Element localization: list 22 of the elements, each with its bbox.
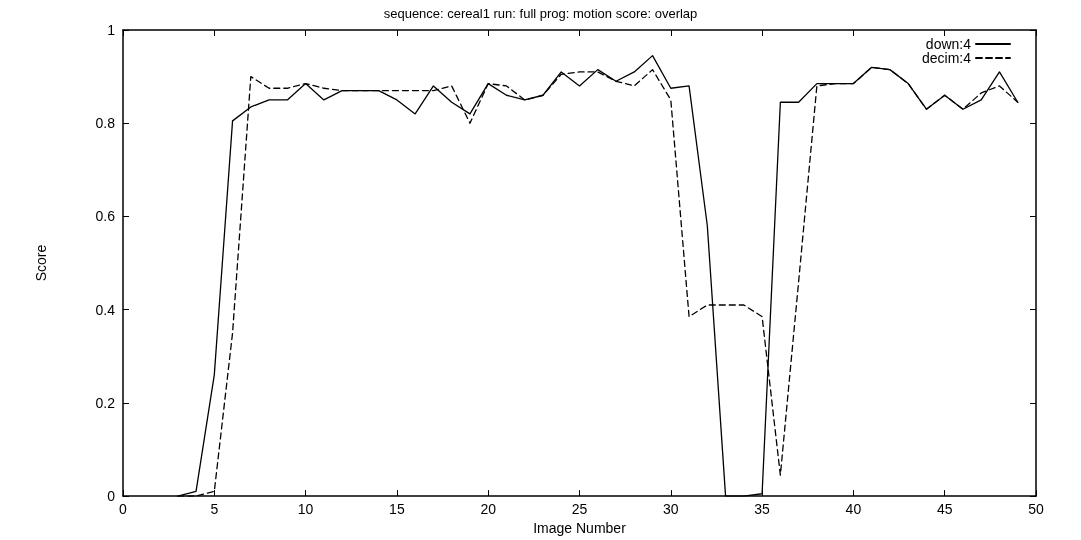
y-tick-label: 0.2 (95, 394, 116, 411)
x-tick-label: 15 (389, 501, 405, 518)
y-tick-label: 0.8 (95, 115, 116, 132)
x-tick-label: 30 (663, 501, 679, 518)
x-tick-label: 5 (210, 501, 219, 518)
y-tick-label: 1 (107, 22, 116, 38)
x-tick-label: 50 (1028, 501, 1044, 518)
x-tick-label: 35 (754, 501, 771, 518)
legend-label: decim:4 (921, 50, 972, 66)
y-tick-label: 0.6 (95, 208, 116, 225)
x-tick-label: 0 (119, 501, 128, 518)
chart-title: sequence: cereal1 run: full prog: motion score: overlap (383, 6, 698, 21)
x-tick-label: 25 (571, 501, 588, 518)
x-tick-label: 20 (480, 501, 497, 518)
x-tick-label: 40 (845, 501, 862, 518)
x-tick-label: 10 (297, 501, 314, 518)
legend-label: down:4 (925, 36, 972, 52)
y-axis-title: Score (33, 244, 49, 282)
y-tick-label: 0 (107, 488, 116, 505)
y-tick-label: 0.4 (95, 301, 116, 318)
x-tick-label: 45 (936, 501, 953, 518)
x-axis-title: Image Number (533, 520, 627, 536)
